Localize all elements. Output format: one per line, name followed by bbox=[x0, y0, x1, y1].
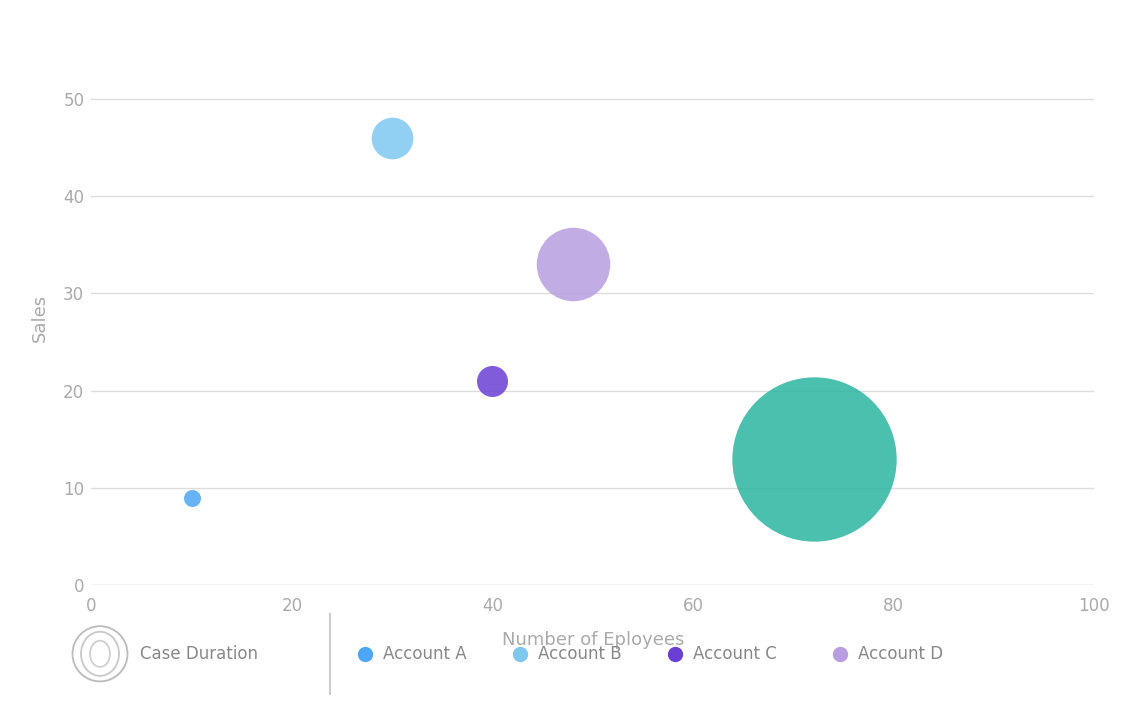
Text: Account C: Account C bbox=[693, 645, 776, 663]
Point bbox=[563, 258, 581, 270]
Text: Case Duration: Case Duration bbox=[140, 645, 258, 663]
Text: Account D: Account D bbox=[858, 645, 943, 663]
Point bbox=[805, 453, 823, 465]
Point bbox=[383, 132, 401, 144]
Text: Account B: Account B bbox=[538, 645, 621, 663]
Point bbox=[182, 492, 201, 503]
Y-axis label: Sales: Sales bbox=[31, 293, 49, 342]
X-axis label: Number of Eployees: Number of Eployees bbox=[502, 631, 684, 649]
Text: Account A: Account A bbox=[383, 645, 466, 663]
Point bbox=[483, 376, 502, 387]
